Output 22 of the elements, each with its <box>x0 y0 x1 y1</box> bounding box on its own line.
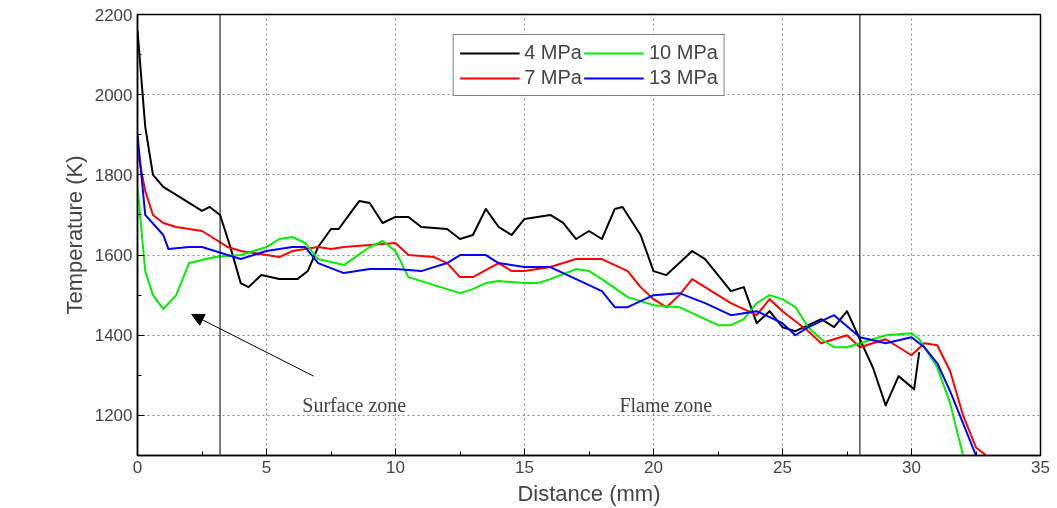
y-tick-label: 1800 <box>94 165 133 185</box>
x-tick-label: 30 <box>902 457 921 477</box>
y-tick-label: 1400 <box>94 326 133 346</box>
y-axis-title: Temperature (K) <box>61 155 87 315</box>
x-tick-label: 10 <box>386 457 405 477</box>
x-tick-label: 35 <box>1031 457 1050 477</box>
x-tick-label: 5 <box>261 457 272 477</box>
legend-label: 13 MPa <box>648 66 718 89</box>
y-tick-label: 1600 <box>94 246 133 266</box>
x-tick-label: 0 <box>132 457 143 477</box>
x-tick-label: 15 <box>515 457 534 477</box>
annotation: Flame zone <box>619 393 713 416</box>
legend-label: 10 MPa <box>648 41 718 64</box>
x-tick-label: 20 <box>644 457 663 477</box>
legend-label: 4 MPa <box>524 41 582 64</box>
y-tick-label: 2200 <box>94 5 133 25</box>
legend-label: 7 MPa <box>524 66 582 89</box>
x-tick-label: 25 <box>773 457 792 477</box>
y-tick-label: 1200 <box>94 406 133 426</box>
y-tick-label: 2000 <box>94 85 133 105</box>
x-axis-title: Distance (mm) <box>517 480 661 506</box>
annotation: Surface zone <box>302 393 407 416</box>
